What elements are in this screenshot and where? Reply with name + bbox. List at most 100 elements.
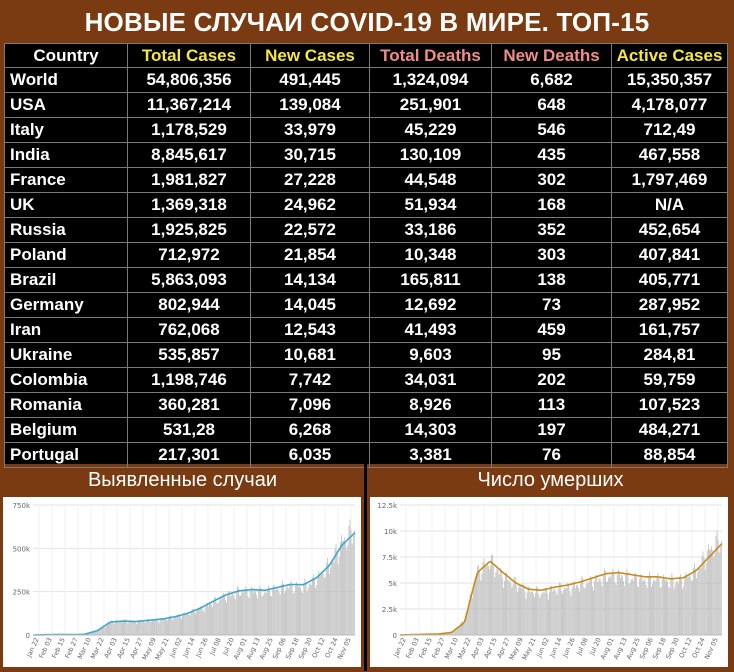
table-cell: 303 — [492, 243, 612, 268]
country-cell: Germany — [5, 293, 128, 318]
daily-bar — [326, 563, 327, 635]
table-cell: 4,178,077 — [612, 93, 728, 118]
daily-bar — [134, 620, 135, 635]
daily-bar — [340, 542, 341, 635]
daily-bar — [606, 582, 607, 635]
daily-bar — [229, 592, 230, 635]
daily-bar — [171, 618, 172, 635]
daily-bar — [270, 596, 271, 635]
daily-bar — [327, 558, 328, 635]
table-cell: 7,742 — [251, 368, 370, 393]
daily-bar — [138, 620, 139, 635]
daily-bar — [640, 574, 641, 635]
daily-bar — [146, 621, 147, 635]
daily-bar — [305, 579, 306, 635]
daily-bar — [296, 582, 297, 635]
daily-bar — [261, 588, 262, 635]
daily-bar — [255, 592, 256, 635]
daily-bar — [563, 590, 564, 635]
daily-bar — [203, 610, 204, 635]
table-cell: 45,229 — [370, 118, 492, 143]
daily-bar — [301, 592, 302, 635]
table-cell: 251,901 — [370, 93, 492, 118]
table-cell: 531,28 — [128, 418, 251, 443]
table-cell: 452,654 — [612, 218, 728, 243]
table-cell: 51,934 — [370, 193, 492, 218]
daily-bar — [628, 573, 629, 635]
daily-bar — [230, 596, 231, 635]
daily-bar — [605, 571, 606, 635]
daily-bar — [579, 591, 580, 635]
table-cell: 95 — [492, 343, 612, 368]
daily-bar — [683, 586, 684, 635]
daily-bar — [242, 591, 243, 635]
daily-bar — [131, 621, 132, 635]
daily-bar — [576, 585, 577, 635]
daily-bar — [226, 603, 227, 635]
daily-bar — [109, 623, 110, 635]
table-cell: 44,548 — [370, 168, 492, 193]
table-cell: 8,845,617 — [128, 143, 251, 168]
daily-bar — [346, 549, 347, 635]
daily-bar — [481, 581, 482, 635]
table-cell: 165,811 — [370, 268, 492, 293]
daily-bar — [542, 592, 543, 635]
table-cell: 546 — [492, 118, 612, 143]
daily-bar — [160, 620, 161, 635]
table-cell: 648 — [492, 93, 612, 118]
table-cell: 467,558 — [612, 143, 728, 168]
daily-bar — [689, 574, 690, 635]
daily-bar — [677, 581, 678, 635]
daily-bar — [118, 621, 119, 635]
daily-bar — [237, 586, 238, 635]
daily-bar — [514, 577, 515, 635]
daily-bar — [487, 564, 488, 635]
daily-bar — [279, 592, 280, 635]
daily-bar — [709, 550, 710, 635]
daily-bar — [649, 572, 650, 635]
daily-bar — [705, 570, 706, 635]
column-header: Country — [5, 44, 128, 68]
daily-bar — [159, 623, 160, 635]
daily-bar — [473, 590, 474, 635]
daily-bar — [548, 600, 549, 635]
daily-bar — [688, 577, 689, 635]
daily-bar — [619, 572, 620, 635]
daily-bar — [646, 585, 647, 635]
daily-bar — [676, 582, 677, 635]
daily-bar — [120, 621, 121, 635]
table-cell: 712,972 — [128, 243, 251, 268]
daily-bar — [543, 592, 544, 635]
daily-bar — [336, 544, 337, 635]
table-cell: 7,096 — [251, 393, 370, 418]
daily-bar — [150, 623, 151, 635]
daily-bar — [610, 577, 611, 635]
daily-bar — [655, 582, 656, 635]
country-cell: Ukraine — [5, 343, 128, 368]
daily-bar — [349, 526, 350, 635]
daily-bar — [141, 621, 142, 635]
daily-bar — [594, 581, 595, 635]
daily-bar — [596, 576, 597, 635]
daily-bar — [343, 541, 344, 635]
daily-bar — [271, 596, 272, 635]
daily-bar — [126, 621, 127, 635]
daily-bar — [268, 586, 269, 635]
daily-bar — [549, 592, 550, 635]
daily-bar — [486, 566, 487, 635]
daily-bar — [684, 577, 685, 635]
daily-bar — [475, 577, 476, 635]
daily-bar — [247, 589, 248, 635]
daily-bar — [288, 589, 289, 635]
daily-bar — [687, 576, 688, 635]
daily-bar — [162, 618, 163, 635]
daily-bar — [710, 549, 711, 635]
daily-bar — [604, 568, 605, 635]
daily-bar — [132, 622, 133, 635]
table-cell: 407,841 — [612, 243, 728, 268]
daily-bar — [258, 590, 259, 635]
daily-bar — [468, 609, 469, 635]
daily-bar — [520, 586, 521, 635]
daily-bar — [197, 610, 198, 635]
